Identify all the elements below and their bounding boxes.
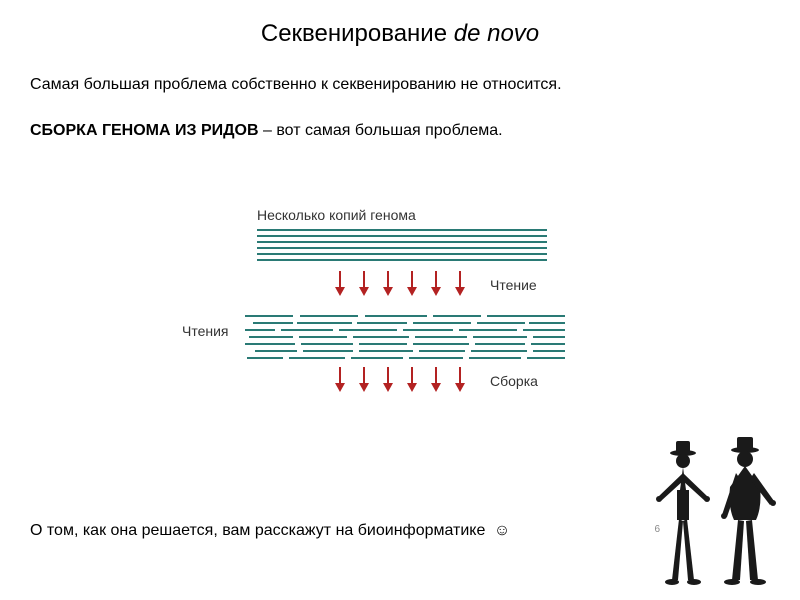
read-segment (357, 322, 407, 324)
read-segment (477, 322, 525, 324)
read-segment (245, 315, 293, 317)
read-segment (365, 315, 427, 317)
intro-line-1: Самая большая проблема собственно к секв… (0, 48, 800, 94)
reads-row (245, 343, 565, 345)
read-segment (415, 336, 467, 338)
reads-row (245, 336, 565, 338)
reads-fragments (245, 315, 565, 364)
genome-copies-lines (257, 229, 547, 265)
read-segment (413, 343, 469, 345)
person-left-icon (656, 441, 710, 585)
down-arrow-icon (359, 367, 369, 393)
reads-row (245, 350, 565, 352)
read-segment (531, 343, 565, 345)
intro-line-2-rest: – вот самая большая проблема. (259, 122, 503, 139)
read-segment (359, 343, 407, 345)
read-segment (533, 350, 565, 352)
down-arrow-icon (455, 367, 465, 393)
down-arrow-icon (359, 271, 369, 297)
read-segment (247, 357, 283, 359)
read-segment (529, 322, 565, 324)
read-segment (469, 357, 521, 359)
read-segment (533, 336, 565, 338)
read-segment (353, 336, 409, 338)
footer-line: О том, как она решается, вам расскажут н… (30, 522, 510, 540)
smiley-icon: ☺ (494, 522, 510, 540)
genome-line (257, 253, 547, 255)
genome-line (257, 259, 547, 261)
down-arrow-icon (431, 271, 441, 297)
title-text: Секвенирование (261, 20, 454, 47)
read-segment (487, 315, 545, 317)
genome-line (257, 247, 547, 249)
read-segment (245, 329, 275, 331)
read-segment (433, 315, 481, 317)
down-arrow-icon (431, 367, 441, 393)
read-segment (351, 357, 403, 359)
read-segment (471, 350, 527, 352)
arrows-reading (335, 271, 465, 297)
read-segment (403, 329, 453, 331)
read-segment (281, 329, 333, 331)
title-italic: de novo (454, 20, 539, 47)
read-segment (419, 350, 465, 352)
read-segment (249, 336, 293, 338)
arrows-assembly (335, 367, 465, 393)
intro-line-2-bold: СБОРКА ГЕНОМА ИЗ РИДОВ (30, 122, 259, 139)
down-arrow-icon (335, 271, 345, 297)
read-segment (359, 350, 413, 352)
down-arrow-icon (383, 367, 393, 393)
genome-line (257, 229, 547, 231)
read-segment (545, 315, 565, 317)
read-segment (299, 336, 347, 338)
genome-line (257, 235, 547, 237)
intro-line-2: СБОРКА ГЕНОМА ИЗ РИДОВ – вот самая больш… (0, 94, 800, 140)
read-segment (523, 329, 565, 331)
down-arrow-icon (335, 367, 345, 393)
read-segment (255, 350, 297, 352)
read-segment (475, 343, 525, 345)
label-genome-copies: Несколько копий генома (257, 207, 416, 223)
down-arrow-icon (455, 271, 465, 297)
down-arrow-icon (383, 271, 393, 297)
people-figure (650, 435, 780, 590)
down-arrow-icon (407, 367, 417, 393)
reads-row (245, 329, 565, 331)
slide: Секвенирование de novo Самая большая про… (0, 0, 800, 600)
genome-line (257, 241, 547, 243)
person-right-icon (721, 437, 776, 585)
reads-row (245, 315, 565, 317)
read-segment (297, 322, 352, 324)
read-segment (289, 357, 345, 359)
reads-row (245, 322, 565, 324)
read-segment (303, 350, 353, 352)
footer-text: О том, как она решается, вам расскажут н… (30, 522, 490, 539)
label-reading: Чтение (490, 277, 537, 293)
read-segment (409, 357, 463, 359)
read-segment (527, 357, 565, 359)
label-assembly: Сборка (490, 373, 538, 389)
reads-row (245, 357, 565, 359)
slide-title: Секвенирование de novo (0, 0, 800, 48)
down-arrow-icon (407, 271, 417, 297)
read-segment (300, 315, 358, 317)
read-segment (459, 329, 517, 331)
read-segment (473, 336, 527, 338)
read-segment (245, 343, 295, 345)
read-segment (301, 343, 353, 345)
read-segment (339, 329, 397, 331)
label-reads: Чтения (182, 323, 229, 339)
read-segment (413, 322, 471, 324)
read-segment (253, 322, 293, 324)
